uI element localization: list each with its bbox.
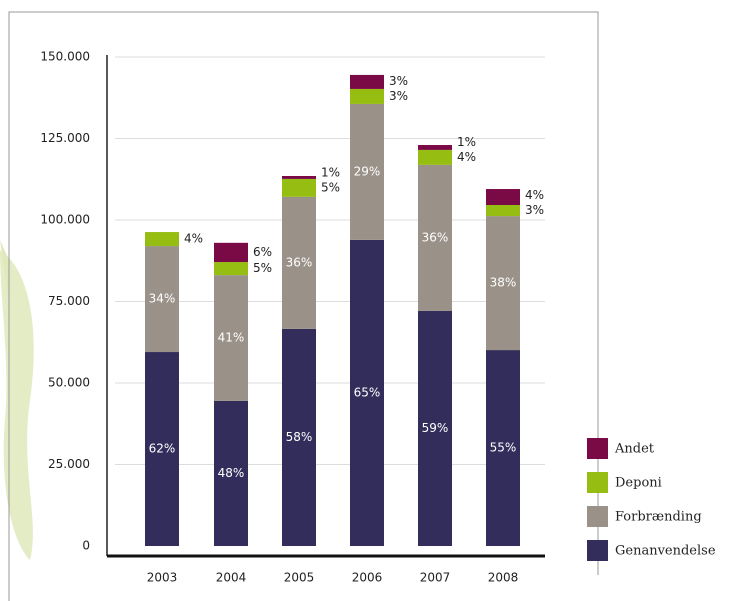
value-label: 1%: [321, 165, 340, 179]
value-label: 41%: [218, 331, 245, 345]
decoration: [0, 240, 9, 300]
y-tick-label: 75.000: [48, 294, 90, 308]
value-label: 29%: [354, 164, 381, 178]
bar-segment: [214, 275, 248, 401]
frame: [8, 11, 599, 601]
value-label: 34%: [149, 292, 176, 306]
bar-segment: [350, 239, 384, 547]
bar-segment: [145, 232, 179, 247]
value-label: 4%: [184, 232, 203, 246]
bar-segment: [486, 216, 520, 351]
bar-segment: [350, 103, 384, 240]
x-tick-label: 2003: [147, 571, 178, 585]
bar-segment: [486, 350, 520, 546]
value-label: 3%: [389, 89, 408, 103]
bar-segment: [145, 246, 179, 353]
value-label: 48%: [218, 466, 245, 480]
x-tick-label: 2008: [488, 571, 519, 585]
legend-swatch: [587, 506, 608, 527]
y-tick-label: 150.000: [40, 50, 90, 64]
legend-label: Deponi: [615, 476, 662, 491]
value-label: 62%: [149, 442, 176, 456]
value-label: 4%: [525, 188, 544, 202]
bar-segment: [418, 145, 452, 150]
value-label: 3%: [389, 74, 408, 88]
bar-segment: [350, 74, 384, 89]
value-label: 58%: [286, 430, 313, 444]
value-label: 6%: [253, 245, 272, 259]
value-label: 4%: [457, 150, 476, 164]
bar-segment: [486, 205, 520, 217]
legend-swatch: [587, 438, 608, 459]
bar-segment: [418, 310, 452, 546]
y-tick-label: 100.000: [40, 213, 90, 227]
value-label: 5%: [253, 261, 272, 275]
value-label: 55%: [490, 441, 517, 455]
value-label: 3%: [525, 203, 544, 217]
y-tick-label: 25.000: [48, 457, 90, 471]
value-label: 38%: [490, 276, 517, 290]
bar-segment: [418, 164, 452, 311]
y-tick-label: 125.000: [40, 131, 90, 145]
bar-segment: [282, 196, 316, 329]
y-tick-label: 50.000: [48, 376, 90, 390]
legend-label: Forbrænding: [615, 510, 702, 525]
legend-label: Genanvendelse: [615, 544, 716, 559]
bar-segment: [282, 178, 316, 197]
value-label: 36%: [286, 255, 313, 269]
value-label: 59%: [422, 421, 449, 435]
x-tick-label: 2005: [284, 571, 315, 585]
bar-segment: [214, 400, 248, 546]
bar-segment: [282, 175, 316, 179]
value-label: 65%: [354, 385, 381, 399]
y-tick-label: 0: [82, 539, 90, 553]
value-label: 5%: [321, 180, 340, 194]
legend-label: Andet: [614, 442, 655, 457]
x-tick-label: 2006: [352, 571, 383, 585]
bar-segment: [214, 262, 248, 276]
bar-segment: [145, 352, 179, 546]
x-tick-label: 2004: [216, 571, 247, 585]
x-tick-label: 2007: [420, 571, 451, 585]
bar-segment: [350, 88, 384, 104]
bar-segment: [214, 242, 248, 263]
value-label: 1%: [457, 135, 476, 149]
decoration: [0, 250, 34, 560]
bar-segment: [282, 328, 316, 546]
value-label: 36%: [422, 230, 449, 244]
bar-segment: [486, 189, 520, 206]
legend-swatch: [587, 472, 608, 493]
legend-swatch: [587, 540, 608, 561]
bar-segment: [418, 149, 452, 165]
